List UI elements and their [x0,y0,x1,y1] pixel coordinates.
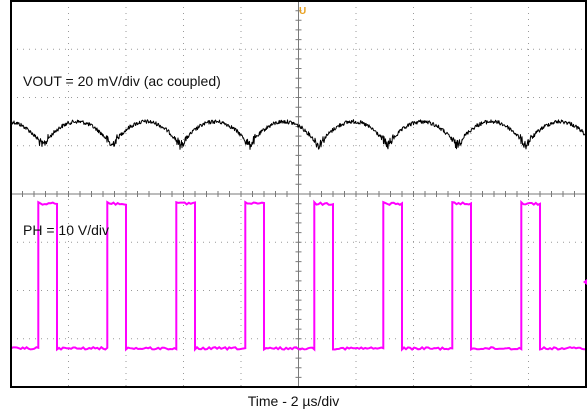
center-axes [11,1,586,387]
ph-trace [10,199,586,352]
ph-channel-label: PH = 10 V/div [23,222,109,238]
vout-trace [10,119,587,150]
vout-channel-label: VOUT = 20 mV/div (ac coupled) [23,73,221,89]
x-axis-label: Time - 2 µs/div [247,393,340,409]
trigger-marker: U [299,6,306,17]
channel-marker-icon [583,279,587,285]
plot-frame [10,0,587,388]
center-axis-lines [11,1,586,387]
